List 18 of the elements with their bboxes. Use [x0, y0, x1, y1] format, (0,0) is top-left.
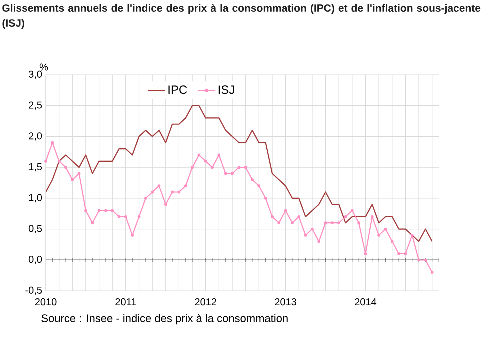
- chart-title: Glissements annuels de l'indice des prix à la consommation (IPC) et de l'inflation sous-jacente (ISJ): [2, 4, 481, 30]
- y-tick-label: 1,5: [29, 163, 42, 172]
- y-tick-label: 2,5: [29, 102, 42, 110]
- y-tick-label: -0,5: [26, 286, 42, 296]
- x-tick-label: 2011: [116, 298, 136, 306]
- y-axis-title: %: [40, 64, 48, 71]
- y-tick-label: 1,0: [29, 194, 42, 203]
- x-tick-label: 2013: [275, 298, 296, 306]
- x-tick-label: 2014: [355, 298, 377, 306]
- y-tick-label: 0,0: [28, 256, 42, 264]
- x-tick-label: 2012: [195, 298, 216, 306]
- y-tick-label: 3,0: [28, 70, 42, 80]
- y-tick-label: 2,0: [29, 132, 42, 141]
- legend-label: ISJ: [218, 86, 234, 94]
- x-tick-label: 2010: [35, 298, 57, 306]
- legend-label: IPC: [168, 86, 188, 94]
- y-tick-label: 0,5: [28, 225, 42, 234]
- source-note: Source : Insee - indice des prix à la consommation: [42, 314, 288, 325]
